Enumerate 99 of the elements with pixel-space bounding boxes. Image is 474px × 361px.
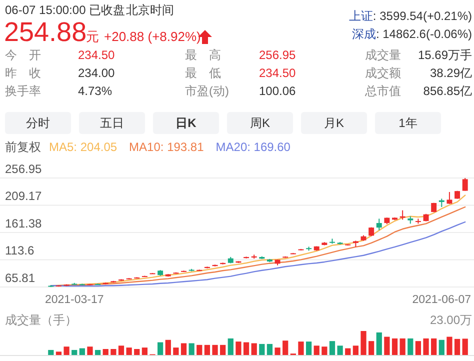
- text: 254.88: [4, 17, 87, 47]
- bar: [236, 342, 242, 355]
- text: 已收盘: [89, 3, 125, 17]
- bar: [408, 338, 414, 355]
- bar: [173, 348, 179, 355]
- text: 4.73%: [78, 84, 112, 98]
- bar: [94, 350, 101, 355]
- y-tick-label: 65.81: [5, 271, 36, 285]
- bar: [462, 338, 468, 355]
- bar: [118, 346, 124, 355]
- bar: [337, 346, 343, 355]
- bar: [142, 348, 148, 355]
- text: MA20: 169.60: [216, 140, 291, 154]
- bar: [392, 338, 398, 355]
- x-tick-label: 2021-06-07: [412, 294, 472, 306]
- text: 成交量: [365, 48, 401, 62]
- bar: [352, 346, 358, 355]
- bar: [314, 346, 320, 355]
- bar: [298, 342, 304, 355]
- bar: [126, 348, 132, 355]
- text: 今 开: [5, 48, 41, 62]
- bar: [329, 341, 336, 355]
- text: +20.88 (+8.92%): [104, 29, 201, 44]
- legend-title: 前复权: [5, 140, 41, 154]
- bar: [446, 336, 452, 355]
- bar: [322, 346, 328, 355]
- bar: [274, 348, 280, 355]
- bar: [56, 352, 62, 355]
- bar: [438, 340, 444, 355]
- text: 最 低: [185, 66, 221, 80]
- y-axis-title: 成交量（手）: [5, 313, 77, 327]
- text: 北京时间: [126, 3, 174, 17]
- bar: [212, 344, 218, 355]
- text: 15.69万手: [418, 48, 472, 62]
- text: 234.50: [78, 48, 116, 62]
- text: 最 高: [185, 48, 221, 62]
- text: 深成: [352, 27, 376, 41]
- bar: [134, 349, 140, 355]
- bar: [243, 342, 250, 355]
- bar: [188, 343, 194, 355]
- text: 256.95: [259, 48, 296, 62]
- text: MA5: 204.05: [49, 140, 118, 154]
- bar: [345, 348, 351, 355]
- bar: [423, 338, 429, 355]
- bar: [431, 338, 437, 355]
- bar: [376, 332, 382, 355]
- text: 23.00万: [430, 313, 472, 327]
- bar: [79, 348, 85, 355]
- bar: [165, 340, 171, 355]
- text: 元: [86, 29, 99, 44]
- text: : 14862.6(-0.06%): [376, 27, 472, 41]
- text: MA10: 193.81: [129, 140, 204, 154]
- bar: [306, 342, 312, 355]
- bar: [220, 344, 226, 355]
- bar: [282, 340, 288, 355]
- bar: [228, 338, 234, 355]
- bar: [64, 346, 70, 355]
- x-tick-label: 2021-03-17: [44, 294, 104, 306]
- bar: [180, 343, 187, 355]
- bar: [400, 338, 406, 355]
- bar: [368, 341, 374, 355]
- text: 换手率: [5, 84, 41, 98]
- text: 234.50: [259, 66, 296, 80]
- bar: [196, 344, 202, 355]
- text: 856.85亿: [423, 84, 472, 98]
- bar: [251, 343, 257, 355]
- text: 06-07 15:00:00: [5, 3, 86, 17]
- bar: [72, 350, 78, 355]
- text: 上证: [348, 9, 373, 23]
- text: 昨 收: [5, 66, 41, 80]
- bar: [48, 350, 54, 355]
- text: 成交额: [365, 66, 401, 80]
- text: 38.29亿: [430, 66, 472, 80]
- text: 总市值: [364, 84, 401, 98]
- bar: [266, 344, 273, 355]
- y-tick-label: 256.95: [5, 162, 42, 176]
- text: 周K: [250, 116, 270, 130]
- text: 100.06: [259, 84, 296, 98]
- text: 234.00: [78, 66, 116, 80]
- text: : 3599.54(+0.21%): [372, 9, 472, 23]
- text: 五日: [100, 116, 124, 130]
- y-tick-label: 209.17: [5, 189, 42, 204]
- bar: [158, 342, 164, 355]
- bar: [110, 349, 116, 355]
- bar: [259, 344, 265, 355]
- text: 分时: [26, 116, 50, 130]
- bar: [87, 346, 93, 355]
- bar: [415, 341, 422, 355]
- text: 月K: [324, 116, 344, 130]
- bar: [204, 344, 210, 355]
- text: 1年: [398, 116, 418, 130]
- text: 日K: [176, 116, 197, 130]
- text: 市盈(动): [185, 84, 229, 98]
- bar: [102, 349, 108, 355]
- bar: [360, 331, 366, 355]
- bar: [454, 338, 460, 355]
- bar: [384, 336, 390, 355]
- y-tick-label: 113.6: [5, 244, 34, 258]
- y-tick-label: 161.38: [5, 216, 42, 230]
